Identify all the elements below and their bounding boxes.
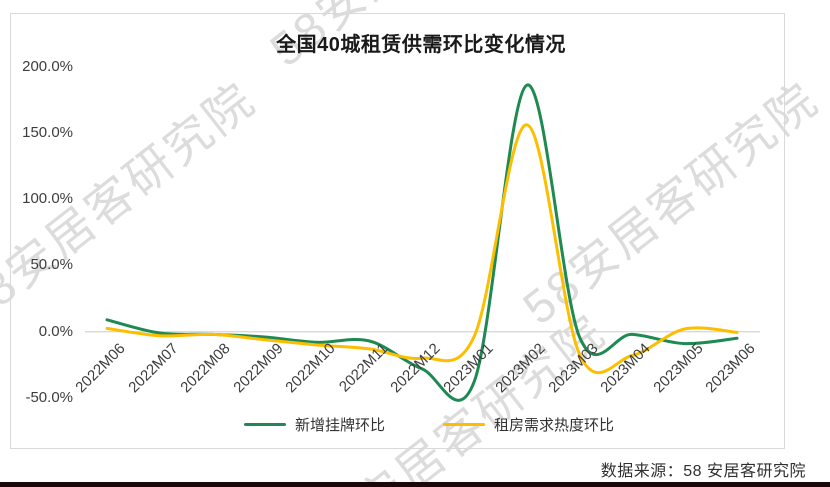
source-note: 数据来源：58 安居客研究院 <box>600 463 806 480</box>
y-tick-label: 150.0% <box>22 123 73 141</box>
chart-title: 全国40城租赁供需环比变化情况 <box>276 34 566 56</box>
y-tick-label: 200.0% <box>22 57 73 75</box>
y-tick-label: 50.0% <box>30 256 73 274</box>
legend-item-1: 租房需求热度环比 <box>443 414 614 435</box>
y-tick-label: -50.0% <box>25 389 73 406</box>
chart-frame <box>10 13 785 449</box>
y-tick-label: 0.0% <box>38 322 73 340</box>
bottom-bar <box>0 482 830 487</box>
legend: 新增挂牌环比 租房需求热度环比 <box>14 414 830 435</box>
legend-line-swatch <box>243 423 286 426</box>
y-tick-label: 100.0% <box>22 190 73 208</box>
legend-item-0: 新增挂牌环比 <box>243 414 385 435</box>
legend-label: 新增挂牌环比 <box>294 417 385 434</box>
legend-label: 租房需求热度环比 <box>494 417 615 434</box>
legend-line-swatch <box>443 423 485 426</box>
series-line-1 <box>105 123 739 375</box>
